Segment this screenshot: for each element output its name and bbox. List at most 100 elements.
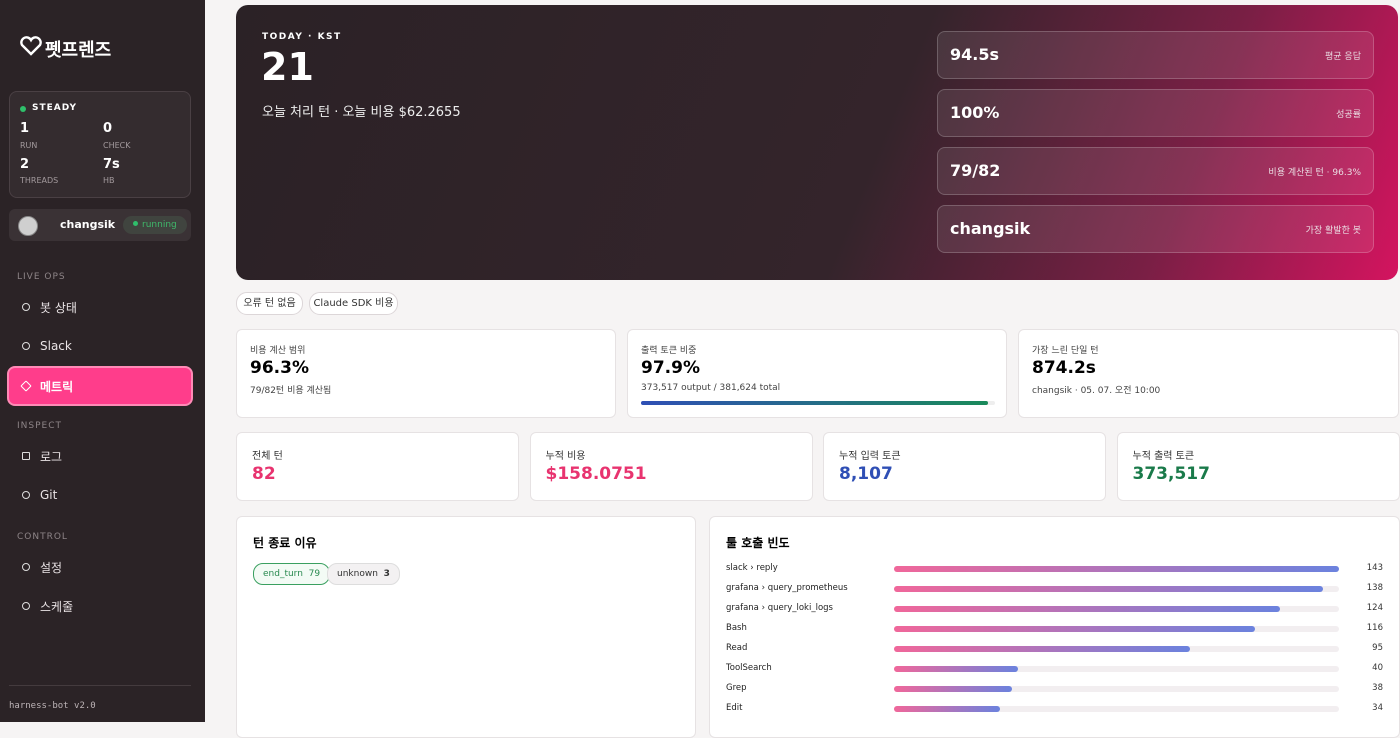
hero-stat-value: changsik [950,219,1031,238]
summary-card: 출력 토큰 비중 97.9% 373,517 output / 381,624 … [627,329,1007,418]
hero-stat-label: 가장 활발한 봇 [1305,226,1361,236]
tools-card: 툴 호출 빈도 slack › reply 143 grafana › query_… [709,516,1400,738]
stat-value: 0 [103,121,113,136]
card-value: 96.3% [250,358,309,378]
total-label: 전체 턴 [252,451,283,462]
tool-value: 95 [1372,643,1383,653]
status-box: STEADY 1 RUN 0 CHECK 2 THREADS 7s HB [9,91,191,198]
bar-track [894,566,1339,572]
total-card: 누적 출력 토큰 373,517 [1116,432,1400,501]
bar-track [894,586,1339,592]
section-title: INSPECT [17,421,62,431]
nav-item[interactable]: Git [9,478,191,512]
nav-item[interactable]: 로그 [9,439,191,473]
card-value: 97.9% [641,358,700,378]
card-label: 가장 느린 단일 턴 [1032,346,1099,356]
hero-value: 21 [261,45,314,89]
hero-stat-label: 평균 응답 [1325,52,1361,62]
tool-label: Edit [726,703,743,713]
chip[interactable]: 오류 턴 없음 [236,292,303,315]
bar-track [894,646,1339,652]
bar [894,706,1000,712]
section-title: CONTROL [17,532,68,542]
nav-text: 봇 상태 [40,300,77,315]
chip[interactable]: Claude SDK 비용 [309,292,398,315]
tool-label: grafana › query_prometheus [726,583,848,593]
card-note: 79/82턴 비용 계산됨 [250,386,332,396]
state-text: running [142,220,177,230]
user-name: changsik [60,218,116,231]
brand: 펫프렌즈 [45,40,112,61]
tool-value: 38 [1372,683,1383,693]
nav-text: Slack [40,339,72,353]
card-label: 비용 계산 범위 [250,346,306,356]
reason-name: end_turn [263,569,303,579]
stat-label: THREADS [20,176,59,185]
nav-text: 로그 [40,449,63,464]
nav-text: 스케줄 [40,599,74,614]
total-label: 누적 입력 토큰 [839,451,901,462]
card-value: 874.2s [1032,358,1096,378]
bar [894,566,1339,572]
nav-item[interactable]: 봇 상태 [9,290,191,324]
bar-track [894,686,1339,692]
nav-item[interactable]: Slack [9,329,191,363]
tool-label: grafana › query_loki_logs [726,603,833,613]
total-label: 누적 비용 [545,451,586,462]
total-card: 전체 턴 82 [236,432,519,501]
stat-value: 2 [20,157,30,172]
tool-value: 40 [1372,663,1383,673]
status-dot [20,106,26,112]
divider [9,685,191,686]
section-title: LIVE OPS [17,272,66,282]
nav-text: Git [40,488,58,502]
total-value: 82 [252,464,276,484]
bar [894,646,1190,652]
hero-stat-label: 비용 계산된 턴 · 96.3% [1268,168,1361,178]
nav-item-active[interactable]: 메트릭 [9,368,191,404]
user-state: running [123,216,187,234]
hero-stat-value: 100% [950,103,1000,122]
card-note: changsik · 05. 07. 오전 10:00 [1032,386,1161,396]
logo [20,36,42,56]
hero-stat: changsik 가장 활발한 봇 [937,205,1374,253]
hero-stat: 79/82 비용 계산된 턴 · 96.3% [937,147,1374,195]
total-label: 누적 출력 토큰 [1132,451,1195,462]
summary-card: 가장 느린 단일 턴 874.2s changsik · 05. 07. 오전 … [1018,329,1399,418]
tool-label: slack › reply [726,563,778,573]
hero-stat: 100% 성공률 [937,89,1374,137]
progress-fill [641,401,988,405]
card-title: 툴 호출 빈도 [726,536,790,550]
bar-track [894,606,1339,612]
stat-value: 7s [103,157,120,172]
hero-stat-label: 성공률 [1336,110,1361,120]
tool-label: Read [726,643,748,653]
total-card: 누적 입력 토큰 8,107 [823,432,1106,501]
tool-label: Bash [726,623,747,633]
progress-track [641,401,995,405]
tool-value: 116 [1366,623,1383,633]
total-value: 8,107 [839,464,893,484]
stat-label: HB [103,176,115,185]
stat-label: RUN [20,141,38,150]
hero-stat-value: 94.5s [950,45,999,64]
reason-count: 79 [308,569,321,579]
bar [894,686,1013,692]
nav-item[interactable]: 설정 [9,550,191,584]
summary-card: 비용 계산 범위 96.3% 79/82턴 비용 계산됨 [236,329,616,418]
tool-value: 34 [1372,703,1383,713]
hero-stat: 94.5s 평균 응답 [937,31,1374,79]
bar-track [894,706,1339,712]
user-box[interactable]: changsik running [9,209,191,241]
reason-count: 3 [383,569,390,579]
tool-label: ToolSearch [726,663,772,673]
tool-value: 124 [1366,603,1383,613]
hero-eyebrow: TODAY · KST [262,32,342,42]
stat-value: 1 [20,121,30,136]
nav-text: 메트릭 [40,379,74,394]
nav-item[interactable]: 스케줄 [9,589,191,623]
total-value: $158.0751 [545,464,647,484]
end-reasons-card: 턴 종료 이유 end_turn 79 unknown 3 [236,516,696,738]
tool-value: 143 [1366,563,1383,573]
